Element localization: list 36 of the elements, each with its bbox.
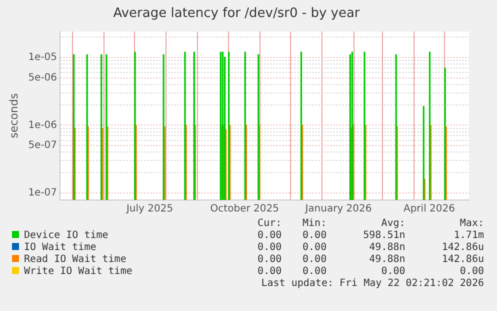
text: 0.00	[380, 266, 406, 278]
chart-title: Average latency for /dev/sr0 - by year	[113, 6, 360, 22]
text: 49.88n	[368, 242, 406, 254]
y-tick-label: 1e-05	[28, 52, 58, 63]
y-axis-title: seconds	[7, 93, 20, 138]
text: 1.71m	[452, 230, 484, 242]
text: 0.00	[302, 230, 327, 242]
text: Avg:	[380, 218, 406, 230]
legend-label: Write IO Wait time	[24, 266, 132, 277]
text: 142.86u	[440, 242, 484, 254]
text: 598.51n	[362, 230, 406, 242]
text: 142.86u	[440, 254, 484, 266]
x-tick-label: April 2026	[403, 204, 455, 215]
text: Max:	[458, 218, 484, 230]
y-tick-label: 5e-06	[28, 72, 58, 84]
text: 49.88n	[368, 254, 406, 266]
legend-label: Device IO time	[24, 230, 108, 241]
x-tick-label: January 2026	[304, 204, 372, 215]
text: 0.00	[302, 266, 327, 278]
text: 0.00	[302, 242, 327, 254]
legend-label: IO Wait time	[24, 242, 96, 253]
text: 0.00	[302, 254, 327, 266]
text: 0.00	[256, 254, 282, 266]
x-tick-label: July 2025	[125, 204, 174, 215]
text: Min:	[302, 218, 327, 230]
text: Last update: Fri May 22 02:21:02 2026	[260, 278, 484, 290]
legend-label: Read IO Wait time	[24, 254, 126, 265]
text: 0.00	[256, 266, 282, 278]
y-tick-label: 1e-07	[28, 188, 58, 199]
x-tick-label: October 2025	[210, 204, 279, 215]
y-tick-label: 5e-07	[28, 140, 58, 152]
text: 0.00	[256, 230, 282, 242]
text: 0.00	[458, 266, 484, 278]
text: 0.00	[256, 242, 282, 254]
y-tick-label: 1e-06	[28, 120, 58, 131]
text: Cur:	[256, 218, 282, 230]
